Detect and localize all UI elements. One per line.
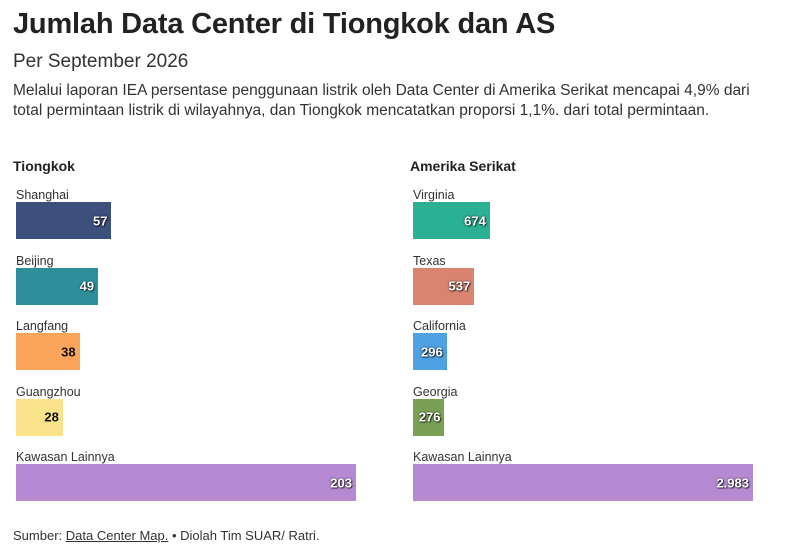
chart-subtitle: Per September 2026 [13,51,189,72]
bar-label: Kawasan Lainnya [16,450,115,464]
bar-label: Beijing [16,253,54,268]
bar: 296 [413,333,447,370]
panel-title-amerika-serikat: Amerika Serikat [410,158,516,174]
bar-label: Texas [413,253,446,268]
bar: 28 [16,398,63,436]
bar-label: Guangzhou [16,384,81,399]
bar-label: Georgia [413,384,458,399]
chart-description: Melalui laporan IEA persentase penggunaa… [13,82,750,119]
bar: 57 [16,202,112,239]
bar-value-label: 674 [464,213,486,228]
bar: 203 [16,464,356,501]
bar: 38 [16,333,80,370]
bar-value-label: 49 [79,278,95,294]
bar-label: Kawasan Lainnya [413,450,512,464]
bar-label: Virginia [413,188,455,202]
bar-value-label: 203 [330,475,352,490]
bar-label: Langfang [16,319,69,333]
source-suffix: • Diolah Tim SUAR/ Ratri. [168,528,320,543]
bar: 49 [16,267,99,305]
source-prefix: Sumber: [13,528,66,543]
bar-label: California [413,319,466,333]
bar-value-label: 38 [61,344,76,359]
bar: 2.983 [413,464,753,501]
panel-title-tiongkok: Tiongkok [13,158,75,174]
bar: 674 [413,202,490,239]
source-link[interactable]: Data Center Map. [65,528,169,543]
bar-value-label: 57 [92,213,108,228]
bar-value-label: 28 [44,409,59,425]
source-note: Sumber: Data Center Map. • Diolah Tim SU… [13,528,320,543]
bar-value-label: 537 [448,278,471,294]
bar-value-label: 276 [418,409,441,425]
bar: 537 [413,267,475,305]
chart-title: Jumlah Data Center di Tiongkok dan AS [13,8,556,40]
bar: 276 [413,398,445,436]
bar-value-label: 2.983 [716,475,749,490]
bar-value-label: 296 [421,344,443,359]
bar-label: Shanghai [16,188,69,202]
